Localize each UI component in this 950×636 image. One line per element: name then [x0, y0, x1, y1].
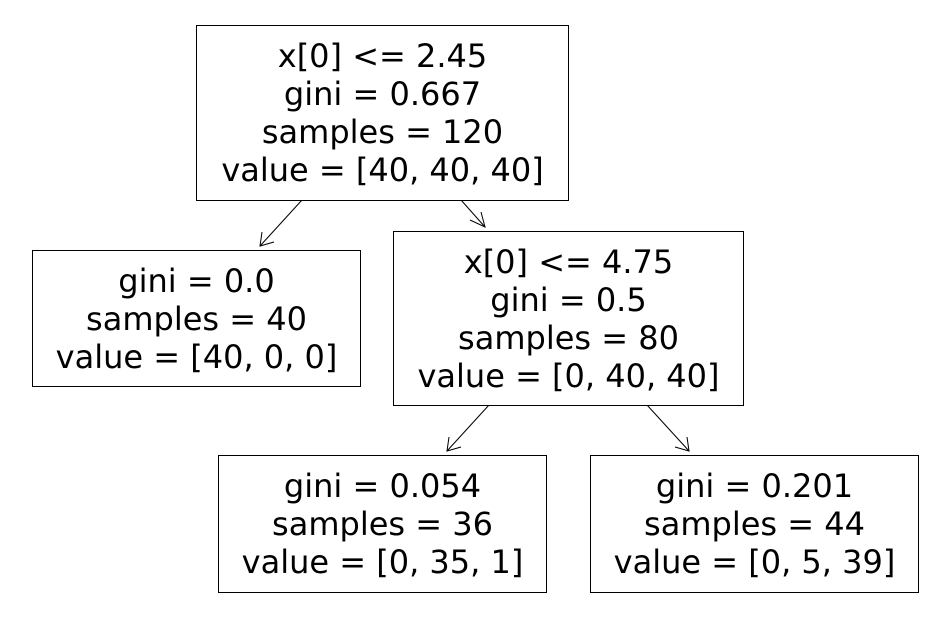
- tree-leaf-right-left: gini = 0.054 samples = 36 value = [0, 35…: [218, 455, 547, 593]
- node-gini: gini = 0.054: [283, 467, 482, 505]
- node-samples: samples = 120: [261, 113, 504, 151]
- node-gini: gini = 0.201: [655, 467, 854, 505]
- node-value: value = [0, 5, 39]: [613, 543, 896, 581]
- node-value: value = [40, 0, 0]: [55, 337, 338, 376]
- node-value: value = [0, 40, 40]: [417, 356, 720, 395]
- edge-right-right: [646, 404, 690, 452]
- node-gini: gini = 0.667: [283, 75, 482, 113]
- tree-leaf-left: gini = 0.0 samples = 40 value = [40, 0, …: [32, 250, 361, 387]
- node-split: x[0] <= 4.75: [463, 242, 674, 281]
- tree-node-root: x[0] <= 2.45 gini = 0.667 samples = 120 …: [196, 25, 569, 201]
- node-split: x[0] <= 2.45: [277, 37, 488, 75]
- node-gini: gini = 0.0: [118, 261, 275, 300]
- node-samples: samples = 80: [458, 318, 679, 357]
- node-samples: samples = 44: [644, 505, 865, 543]
- node-samples: samples = 40: [86, 299, 307, 338]
- edge-root-right: [460, 199, 486, 228]
- node-value: value = [40, 40, 40]: [221, 151, 544, 189]
- tree-leaf-right-right: gini = 0.201 samples = 44 value = [0, 5,…: [590, 455, 919, 593]
- tree-node-right: x[0] <= 4.75 gini = 0.5 samples = 80 val…: [393, 231, 744, 406]
- node-samples: samples = 36: [272, 505, 493, 543]
- edge-root-left: [259, 199, 303, 247]
- node-gini: gini = 0.5: [490, 280, 647, 319]
- edge-right-left: [446, 404, 490, 452]
- node-value: value = [0, 35, 1]: [241, 543, 524, 581]
